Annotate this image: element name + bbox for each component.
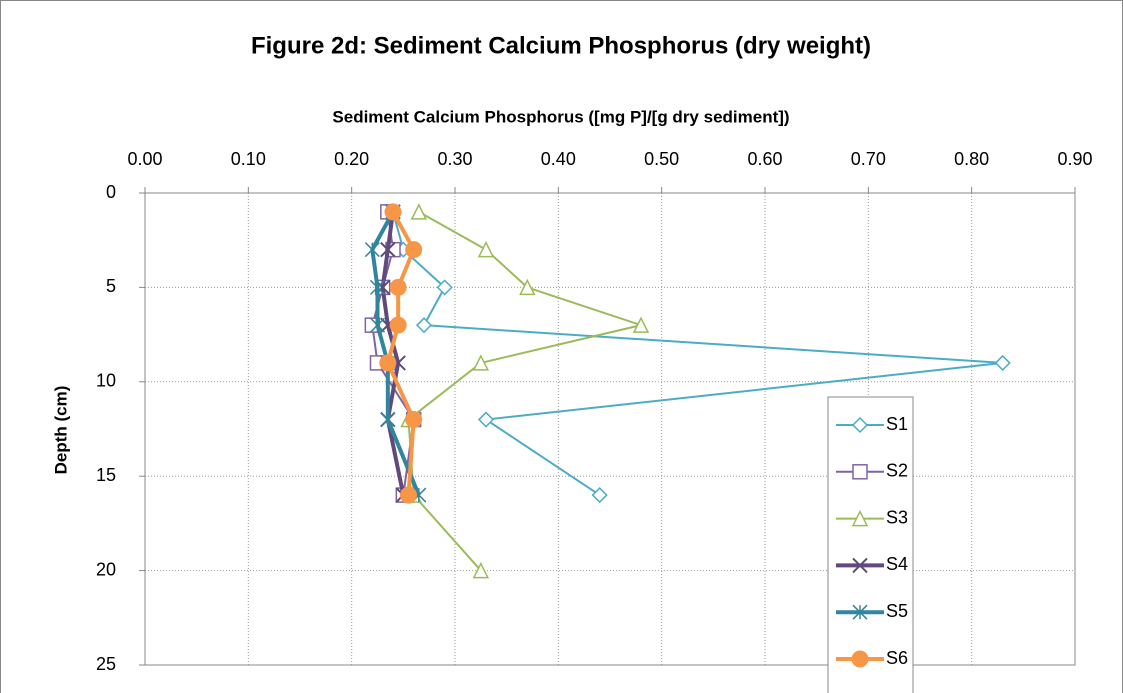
data-point bbox=[519, 278, 536, 296]
legend-marker bbox=[852, 557, 868, 574]
legend-marker bbox=[852, 464, 868, 480]
legend-label: S1 bbox=[886, 414, 908, 434]
data-point bbox=[384, 203, 402, 221]
data-point bbox=[405, 241, 423, 259]
data-point bbox=[389, 278, 407, 296]
legend-marker bbox=[851, 416, 869, 434]
legend-label: S4 bbox=[886, 554, 908, 574]
data-point bbox=[380, 241, 396, 258]
data-point bbox=[389, 316, 407, 334]
legend-label: S3 bbox=[886, 507, 908, 527]
x-tick-label: 0.20 bbox=[334, 149, 369, 169]
x-tick-label: 0.00 bbox=[127, 149, 162, 169]
y-tick-label: 0 bbox=[106, 182, 116, 202]
data-point bbox=[472, 354, 490, 371]
legend-marker bbox=[852, 604, 868, 620]
y-tick-label: 20 bbox=[96, 559, 116, 579]
legend-marker bbox=[851, 650, 869, 668]
y-tick-label: 15 bbox=[96, 465, 116, 485]
data-point bbox=[405, 411, 423, 429]
data-point bbox=[410, 203, 428, 220]
legend-label: S2 bbox=[886, 461, 908, 481]
data-point bbox=[591, 487, 608, 504]
legend-box bbox=[827, 396, 914, 693]
data-point bbox=[632, 316, 650, 333]
data-point bbox=[415, 317, 433, 334]
x-axis-label: Sediment Calcium Phosphorus ([mg P]/[g d… bbox=[332, 107, 789, 126]
y-tick-label: 5 bbox=[106, 276, 116, 296]
y-tick-label: 10 bbox=[96, 371, 116, 391]
data-point bbox=[380, 412, 396, 428]
x-tick-label: 0.90 bbox=[1057, 149, 1092, 169]
y-axis-label: Depth (cm) bbox=[51, 386, 70, 475]
data-point bbox=[369, 279, 386, 295]
x-tick-label: 0.70 bbox=[851, 149, 886, 169]
legend-label: S5 bbox=[886, 601, 908, 621]
data-point bbox=[436, 279, 453, 296]
data-point bbox=[369, 317, 386, 333]
data-point bbox=[364, 242, 380, 258]
data-point bbox=[477, 411, 495, 428]
x-tick-label: 0.40 bbox=[541, 149, 576, 169]
legend: S1 S2 S3 S4 S5 S6 bbox=[827, 396, 914, 693]
x-tick-label: 0.50 bbox=[644, 149, 679, 169]
data-point bbox=[400, 486, 417, 504]
data-point bbox=[472, 561, 490, 579]
legend-label: S6 bbox=[886, 648, 908, 668]
chart-title: Figure 2d: Sediment Calcium Phosphorus (… bbox=[251, 32, 871, 59]
legend-marker bbox=[851, 509, 869, 527]
data-point bbox=[379, 354, 397, 372]
data-point bbox=[477, 240, 495, 258]
x-tick-label: 0.80 bbox=[954, 149, 989, 169]
plot-border bbox=[144, 192, 1076, 666]
x-tick-label: 0.60 bbox=[747, 149, 782, 169]
data-point bbox=[994, 354, 1011, 371]
x-tick-label: 0.10 bbox=[231, 149, 266, 169]
x-tick-label: 0.30 bbox=[437, 149, 472, 169]
y-tick-label: 25 bbox=[96, 654, 116, 674]
